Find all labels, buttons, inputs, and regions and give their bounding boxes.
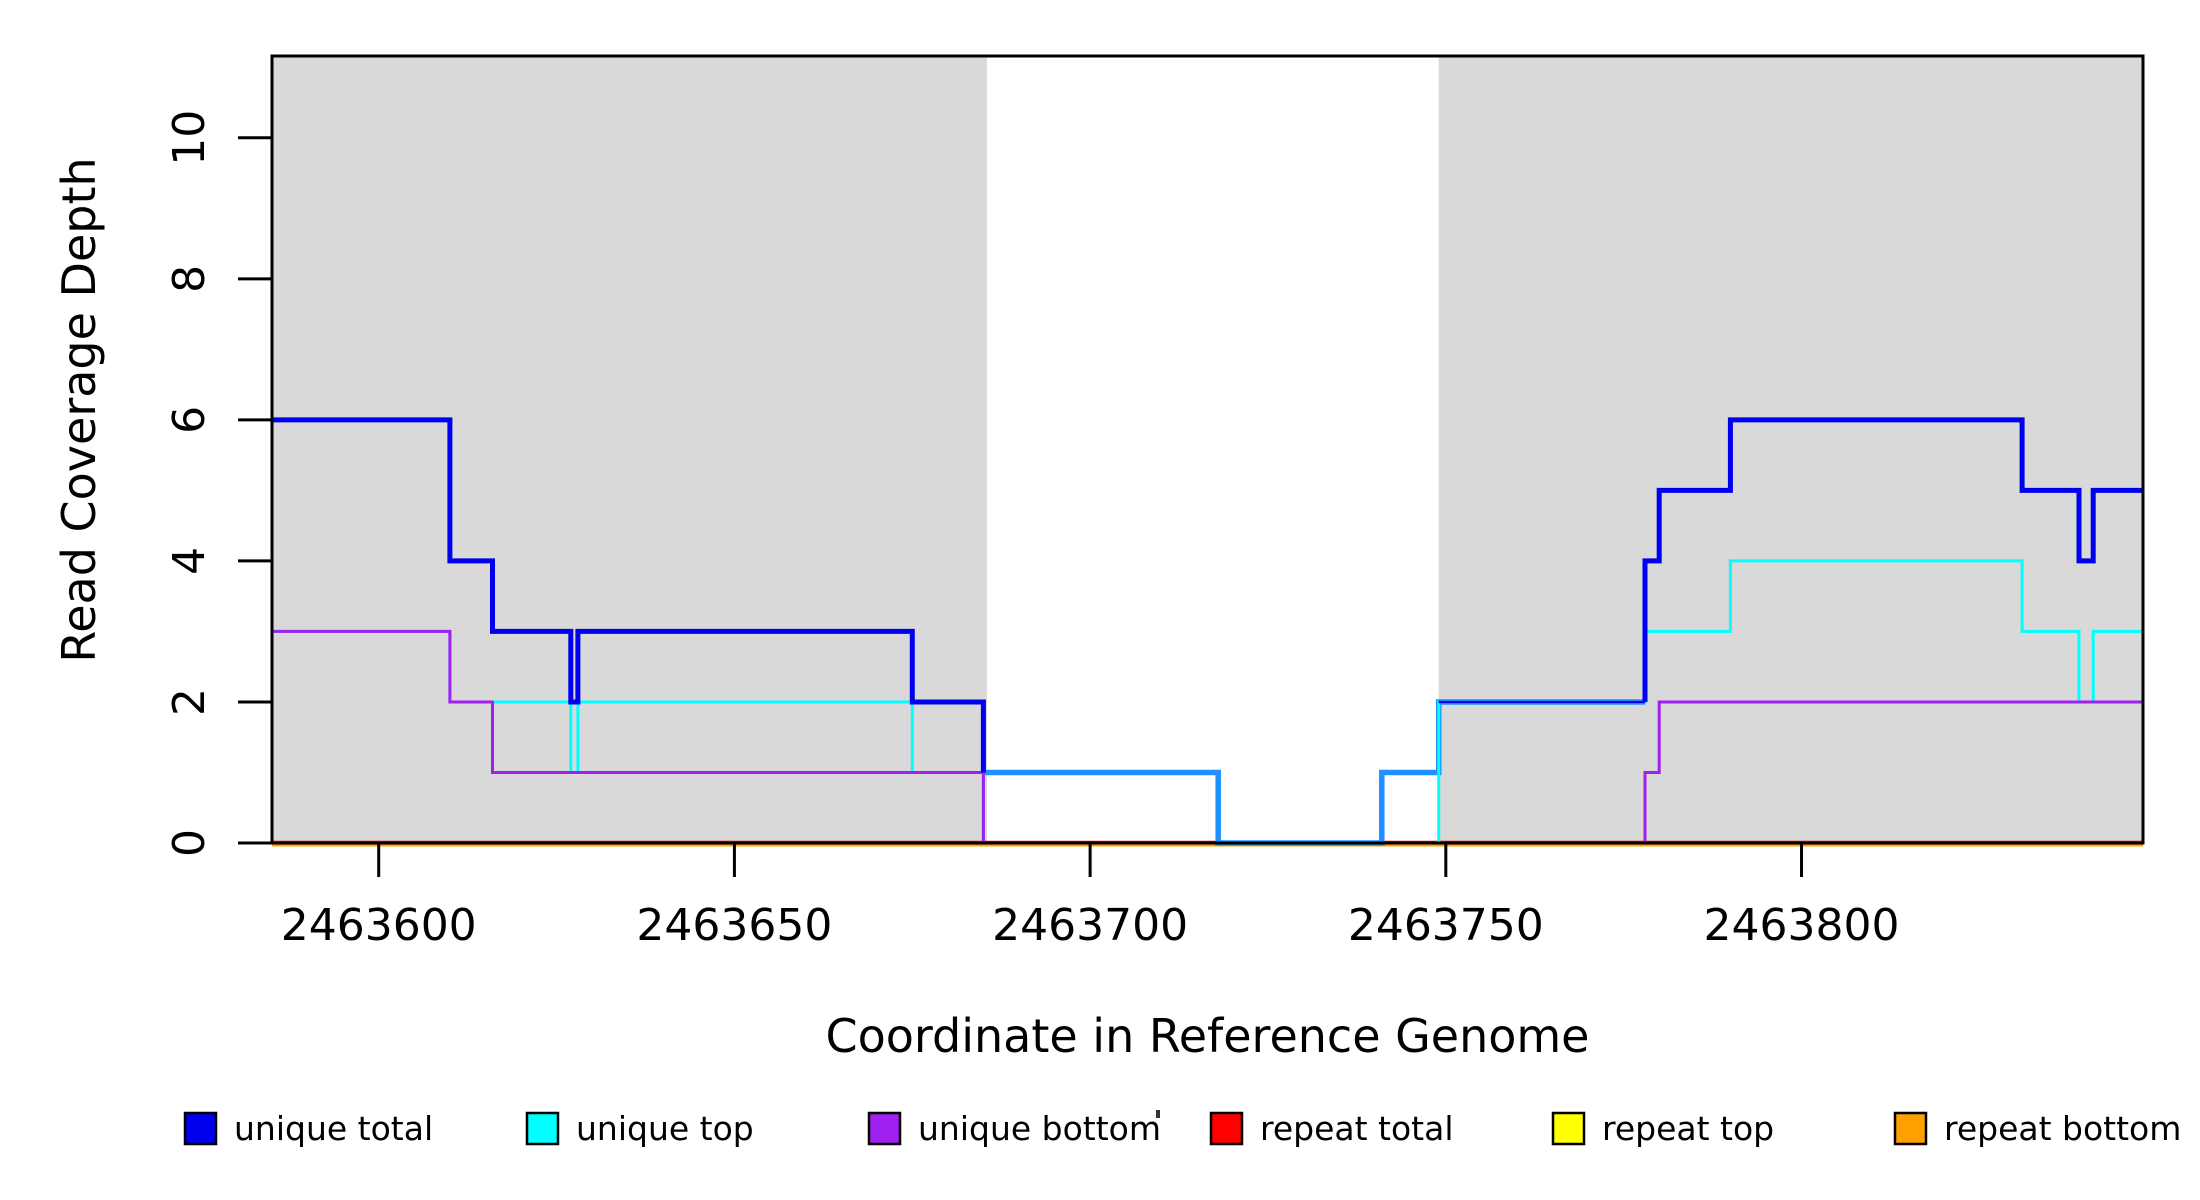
legend-label: repeat bottom [1944,1109,2181,1148]
y-tick-label: 4 [164,547,215,575]
chart-legend: unique total unique top unique bottom repea… [183,1109,2181,1148]
legend-swatch-unique-bottom [867,1111,902,1146]
series-line-unique-total-right- [1642,417,2143,702]
legend-swatch-unique-total [183,1111,218,1146]
unique-region-left [272,56,987,843]
y-tick-label: 8 [164,265,215,293]
legend-label: repeat top [1602,1109,1774,1148]
y-axis-title: Read Coverage Depth [52,157,106,662]
legend-label: unique bottom [918,1109,1161,1148]
series-line-unique-top [272,559,2143,845]
legend-swatch-repeat-top [1551,1111,1586,1146]
y-tick-label: 6 [164,406,215,434]
legend-item-unique-top: unique top [525,1109,754,1148]
x-tick-label: 2463700 [992,900,1188,951]
x-tick-label: 2463600 [281,900,477,951]
y-axis-ticks: 0 2 4 6 8 10 [164,110,272,857]
legend-item-repeat-top: repeat top [1551,1109,1774,1148]
plot-border [270,54,2145,845]
y-tick-label: 0 [164,829,215,857]
legend-label: unique top [576,1109,754,1148]
series-line-unique-total-left- [272,417,986,773]
x-tick-label: 2463800 [1704,900,1900,951]
y-tick-label: 2 [164,688,215,716]
legend-item-unique-bottom: unique bottom [867,1109,1161,1148]
x-axis-title: Coordinate in Reference Genome [826,1009,1590,1063]
legend-swatch-repeat-bottom [1893,1111,1928,1146]
legend-item-repeat-total: repeat total [1209,1109,1454,1148]
unique-region-right [1438,56,2143,843]
legend-item-unique-total: unique total [183,1109,433,1148]
stray-mark [1156,1110,1160,1118]
unique-region-shading [272,56,2143,843]
legend-label: repeat total [1260,1109,1454,1148]
legend-swatch-repeat-total [1209,1111,1244,1146]
x-tick-label: 2463750 [1348,900,1544,951]
legend-item-repeat-bottom: repeat bottom [1893,1109,2181,1148]
y-tick-label: 10 [164,110,215,166]
series-line-unique-bottom [272,629,2143,845]
legend-label: unique total [234,1109,433,1148]
x-tick-label: 2463650 [636,900,832,951]
legend-swatch-unique-top [525,1111,560,1146]
x-axis-ticks: 2463600 2463650 2463700 2463750 2463800 [281,843,1900,951]
